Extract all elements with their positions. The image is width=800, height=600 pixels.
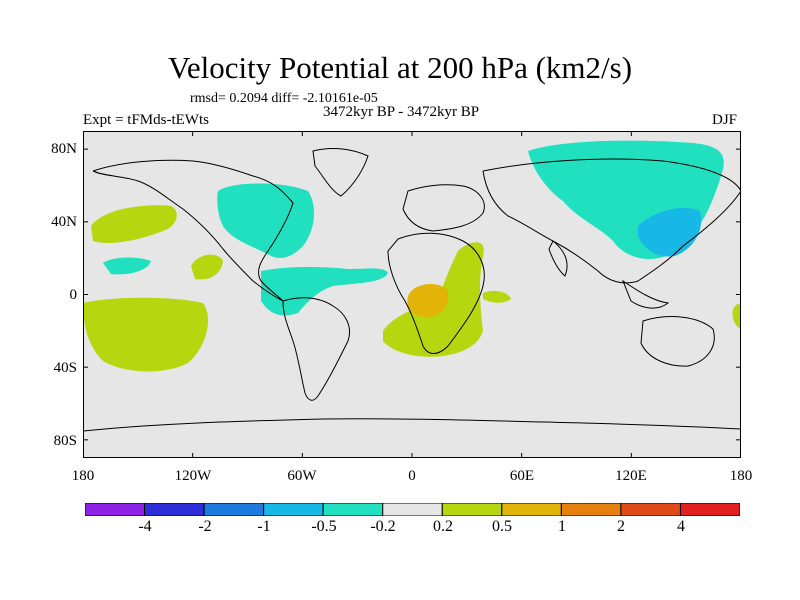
anomaly-dateline-east	[732, 303, 741, 329]
coast-antarctica	[82, 418, 742, 432]
colorbar-swatch	[620, 502, 681, 517]
colorbar-label: 0.2	[433, 518, 453, 535]
colorbar-swatch	[84, 502, 146, 517]
map-svg	[82, 131, 742, 458]
positive-anomaly-regions	[83, 205, 741, 372]
y-tick-label: 40N	[51, 214, 77, 230]
colorbar-label: 4	[677, 518, 685, 535]
coast-greenland	[312, 148, 369, 197]
anomaly-indian-ocean	[483, 291, 511, 303]
anomaly-south-pacific	[83, 297, 208, 372]
anomaly-tropical-atlantic	[261, 266, 388, 316]
anomaly-congo-core	[407, 284, 449, 317]
coast-europe	[402, 184, 485, 232]
anomaly-pacific-east	[191, 254, 223, 280]
y-tick-label: 40S	[53, 360, 77, 376]
colorbar-label: -1	[257, 518, 271, 535]
x-tick-label: 120E	[615, 468, 647, 484]
y-tick-label: 0	[69, 287, 78, 303]
anomaly-north-pacific	[91, 205, 177, 243]
anomaly-africa	[383, 242, 484, 357]
map-frame	[83, 131, 741, 458]
colorbar-swatch	[382, 502, 443, 517]
colorbar-swatch	[679, 502, 741, 517]
colorbar	[84, 502, 741, 517]
x-tick-label: 60E	[509, 468, 535, 484]
coast-australia	[640, 316, 715, 367]
colorbar-swatch	[501, 502, 562, 517]
colorbar-svg	[84, 502, 741, 517]
colorbar-label: 0.5	[492, 518, 512, 535]
colorbar-label: -4	[138, 518, 152, 535]
experiment-label: Expt = tFMds-tEWts	[83, 112, 209, 128]
colorbar-label: -2	[198, 518, 212, 535]
coastlines	[82, 148, 742, 432]
colorbar-swatch	[441, 502, 503, 517]
colorbar-label: 1	[558, 518, 566, 535]
colorbar-label: 2	[617, 518, 625, 535]
colorbar-label: -0.5	[311, 518, 337, 535]
y-tick-label: 80S	[53, 433, 77, 449]
colorbar-swatch	[263, 502, 324, 517]
anomaly-north-atlantic	[217, 183, 315, 258]
season-label: DJF	[712, 112, 738, 128]
x-tick-label: 120W	[174, 468, 212, 484]
x-tick-label: 60W	[287, 468, 317, 484]
colorbar-swatch	[144, 502, 205, 517]
anomaly-east-pacific	[103, 257, 151, 275]
x-tick-label: 0	[408, 468, 416, 484]
coast-africa	[387, 232, 485, 354]
x-tick-label: 180	[71, 468, 95, 484]
stats-line: rmsd= 0.2094 diff= -2.10161e-05	[190, 91, 378, 106]
colorbar-swatch	[203, 502, 265, 517]
coast-asia	[482, 158, 742, 284]
chart-title: Velocity Potential at 200 hPa (km2/s)	[167, 50, 633, 85]
coast-india	[548, 240, 568, 277]
map-panel	[82, 131, 742, 458]
colorbar-swatch	[322, 502, 384, 517]
coast-southeast-asia	[621, 279, 670, 309]
coast-north-america	[92, 159, 294, 302]
colorbar-swatch	[560, 502, 622, 517]
period-line: 3472kyr BP - 3472kyr BP	[323, 104, 480, 120]
y-tick-label: 80N	[51, 141, 77, 157]
colorbar-label: -0.2	[370, 518, 396, 535]
coast-south-america	[282, 297, 350, 401]
x-tick-label: 180	[729, 468, 753, 484]
